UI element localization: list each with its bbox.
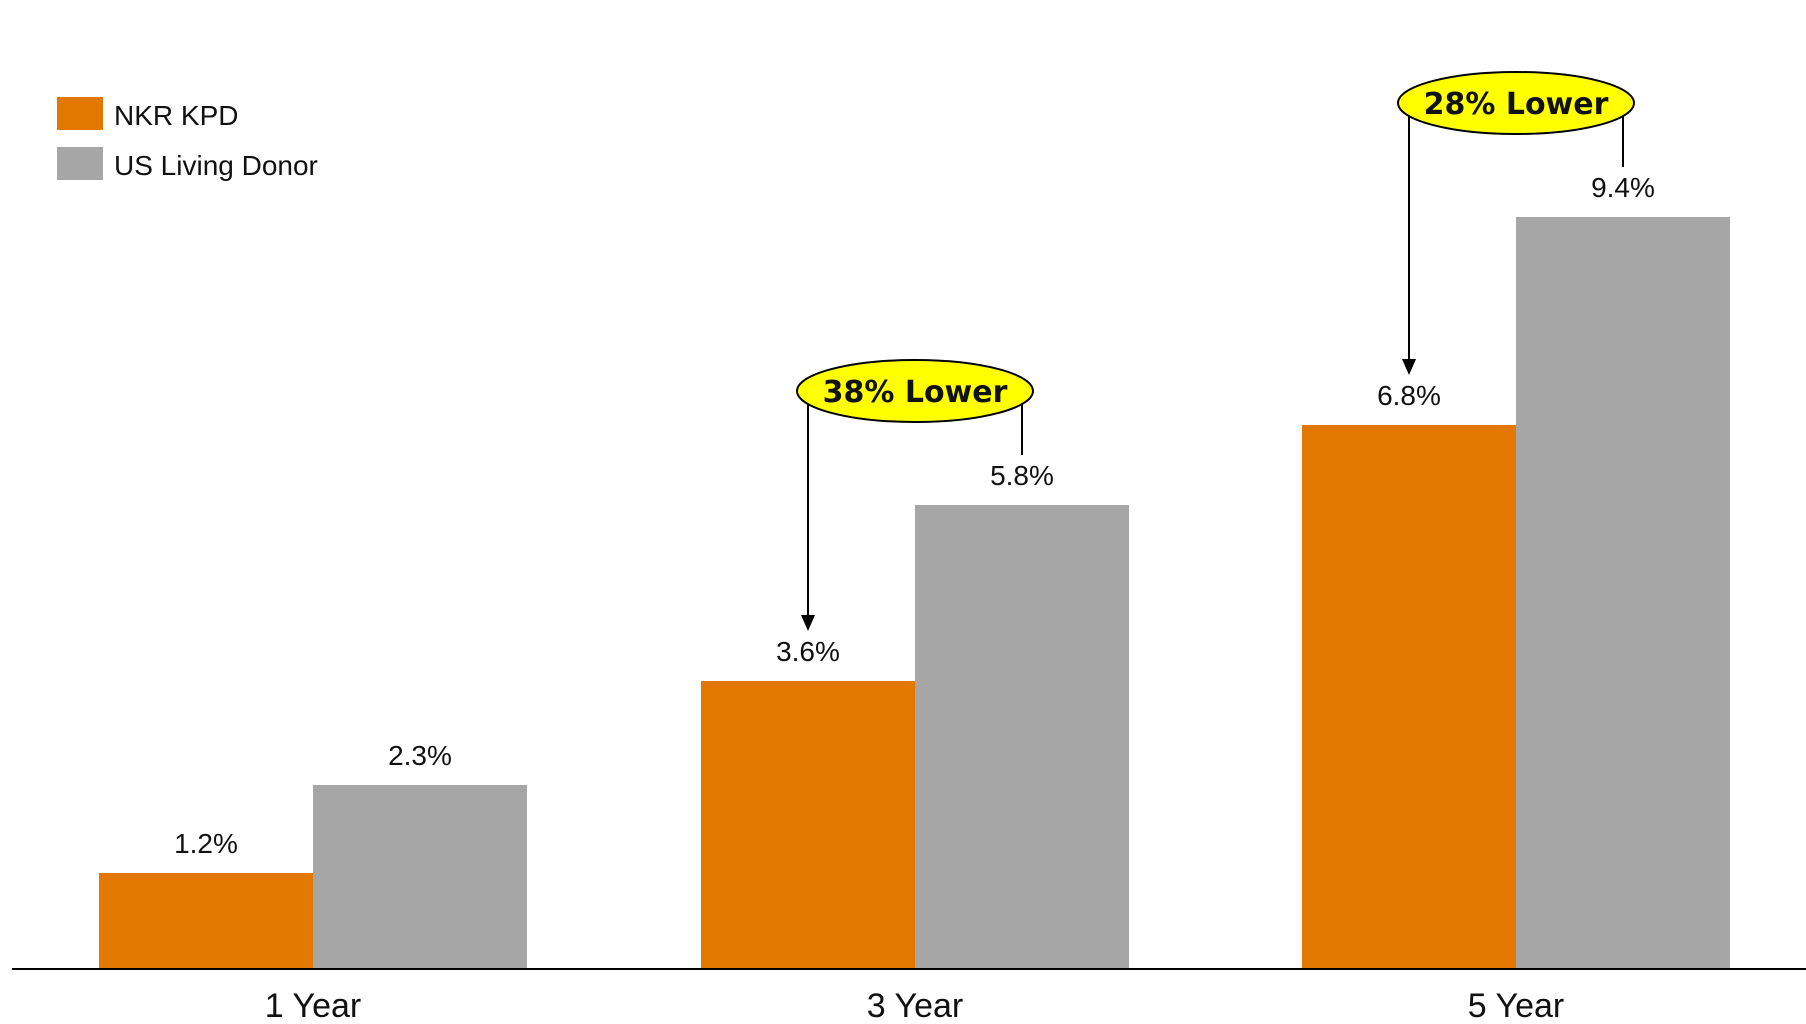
callout-bubble bbox=[1397, 71, 1635, 135]
callout-28-lower: 28% Lower bbox=[1397, 71, 1635, 375]
data-label-nkr-kpd-1-year: 1.2% bbox=[174, 828, 238, 859]
callout-38-lower: 38% Lower bbox=[796, 359, 1034, 631]
category-label-1-year: 1 Year bbox=[265, 987, 361, 1024]
category-label-5-year: 5 Year bbox=[1468, 987, 1564, 1024]
bar-nkr-kpd-3-year bbox=[701, 681, 915, 969]
bar-nkr-kpd-1-year bbox=[99, 873, 313, 969]
callout-label: 28% Lower bbox=[1424, 87, 1609, 122]
arrow-down-icon bbox=[1402, 359, 1416, 375]
legend: NKR KPD US Living Donor bbox=[57, 97, 318, 181]
bar-us-living-donor-3-year bbox=[915, 505, 1129, 969]
arrow-down-icon bbox=[801, 615, 815, 631]
legend-swatch-us-living-donor bbox=[57, 147, 103, 180]
bar-nkr-kpd-5-year bbox=[1302, 425, 1516, 969]
bars bbox=[99, 217, 1730, 969]
bar-us-living-donor-1-year bbox=[313, 785, 527, 969]
category-labels: 1 Year 3 Year 5 Year bbox=[265, 987, 1564, 1024]
data-label-nkr-kpd-5-year: 6.8% bbox=[1377, 380, 1441, 411]
callout-label: 38% Lower bbox=[823, 375, 1008, 410]
legend-label-nkr-kpd: NKR KPD bbox=[114, 100, 238, 131]
data-label-us-living-donor-1-year: 2.3% bbox=[388, 740, 452, 771]
data-label-us-living-donor-5-year: 9.4% bbox=[1591, 172, 1655, 203]
legend-swatch-nkr-kpd bbox=[57, 97, 103, 130]
legend-label-us-living-donor: US Living Donor bbox=[114, 150, 318, 181]
data-labels: 1.2% 2.3% 3.6% 5.8% 6.8% 9.4% bbox=[174, 172, 1655, 859]
data-label-us-living-donor-3-year: 5.8% bbox=[990, 460, 1054, 491]
bar-us-living-donor-5-year bbox=[1516, 217, 1730, 969]
callout-bubble bbox=[796, 359, 1034, 423]
category-label-3-year: 3 Year bbox=[867, 987, 963, 1024]
data-label-nkr-kpd-3-year: 3.6% bbox=[776, 636, 840, 667]
callouts: 38% Lower 28% Lower bbox=[796, 71, 1635, 631]
